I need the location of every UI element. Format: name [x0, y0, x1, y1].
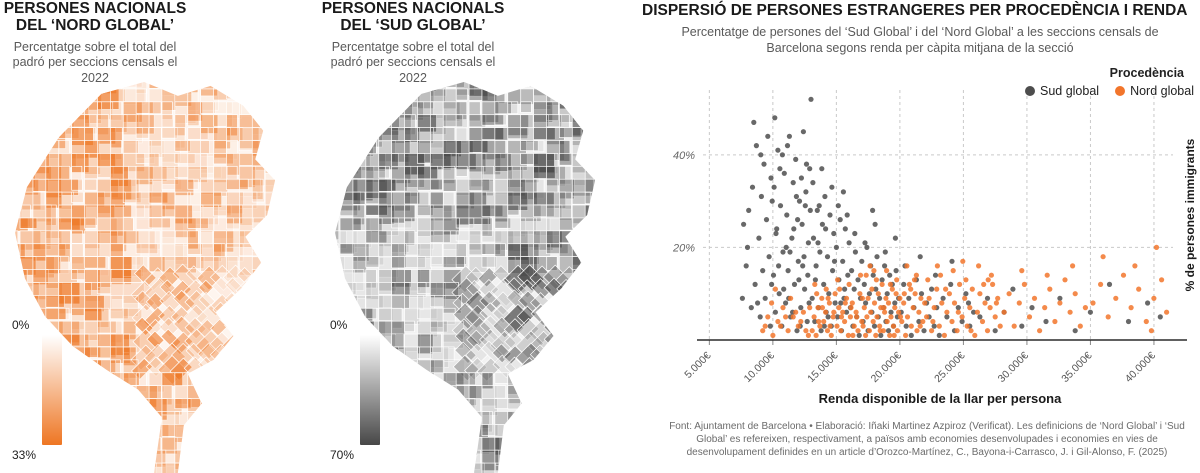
source-footnote: Font: Ajuntament de Barcelona • Elaborac… [669, 421, 1185, 458]
scatter-plot: 5.000€ 10.000€ 15.000€ 20.000€ 25.000€ 30.000… [672, 90, 1197, 385]
svg-text:15.000€: 15.000€ [805, 350, 840, 385]
legend-item-nord-global: Nord global [1115, 84, 1194, 98]
sud-map-legend: 0% 70% [330, 318, 380, 462]
scatter-title: DISPERSIÓ DE PERSONES ESTRANGERES PER PR… [642, 2, 1188, 19]
nord-map-title-line1: PERSONES NACIONALS [3, 0, 187, 17]
scatter-legend: Procedència Sud global Nord global [900, 66, 1194, 98]
nord-map-legend: 0% 33% [12, 318, 62, 462]
nord-legend-gradient-bar [42, 335, 62, 445]
svg-text:25.000€: 25.000€ [932, 350, 967, 385]
nord-global-dot-icon [1115, 86, 1126, 96]
svg-text:40.000€: 40.000€ [1123, 350, 1158, 385]
svg-text:35.000€: 35.000€ [1059, 350, 1094, 385]
nord-global-choropleth-map [15, 81, 276, 473]
svg-text:5.000€: 5.000€ [682, 350, 713, 381]
svg-text:30.000€: 30.000€ [996, 350, 1031, 385]
nord-legend-max-label: 33% [12, 448, 37, 462]
map-base-shape [335, 81, 596, 473]
nord-global-map-panel: PERSONES NACIONALS DEL ‘NORD GLOBAL’ Per… [0, 0, 190, 87]
svg-text:40%: 40% [673, 150, 695, 162]
sud-global-legend-label: Sud global [1039, 84, 1100, 98]
nord-map-title-line2: DEL ‘NORD GLOBAL’ [15, 17, 175, 35]
legend-item-sud-global: Sud global [1024, 84, 1100, 98]
sud-legend-gradient-bar [360, 335, 380, 445]
nord-legend-min-label: 0% [12, 318, 30, 332]
svg-text:20%: 20% [672, 242, 695, 254]
nord-map-subtitle: Percentatge sobre el total del padró per… [12, 39, 178, 85]
sud-map-title-line2: DEL ‘SUD GLOBAL’ [340, 17, 486, 35]
svg-text:10.000€: 10.000€ [742, 350, 777, 385]
scatter-legend-row: Sud global Nord global [900, 84, 1194, 98]
nord-map-title: PERSONES NACIONALS DEL ‘NORD GLOBAL’ [0, 0, 190, 35]
scatter-points [739, 96, 1170, 338]
scatter-subtitle: Percentatge de persones del ‘Sud Global’… [681, 25, 1159, 56]
svg-text:20.000€: 20.000€ [869, 350, 904, 385]
sud-map-title: PERSONES NACIONALS DEL ‘SUD GLOBAL’ [318, 0, 508, 35]
nord-global-legend-label: Nord global [1130, 84, 1194, 98]
sud-legend-min-label: 0% [330, 318, 348, 332]
sud-legend-max-label: 70% [330, 448, 355, 462]
y-axis-title: % de persones immigrants [1183, 138, 1197, 291]
sud-global-map-panel: PERSONES NACIONALS DEL ‘SUD GLOBAL’ Perc… [318, 0, 508, 87]
scatter-legend-title: Procedència [1109, 66, 1184, 80]
x-axis-title: Renda disponible de la llar per persona [818, 391, 1062, 406]
sud-map-title-line1: PERSONES NACIONALS [321, 0, 505, 17]
scatter-axes: 5.000€ 10.000€ 15.000€ 20.000€ 25.000€ 30.000… [672, 150, 1187, 385]
sud-global-dot-icon [1024, 86, 1035, 96]
sud-map-subtitle: Percentatge sobre el total del padró per… [330, 39, 496, 85]
